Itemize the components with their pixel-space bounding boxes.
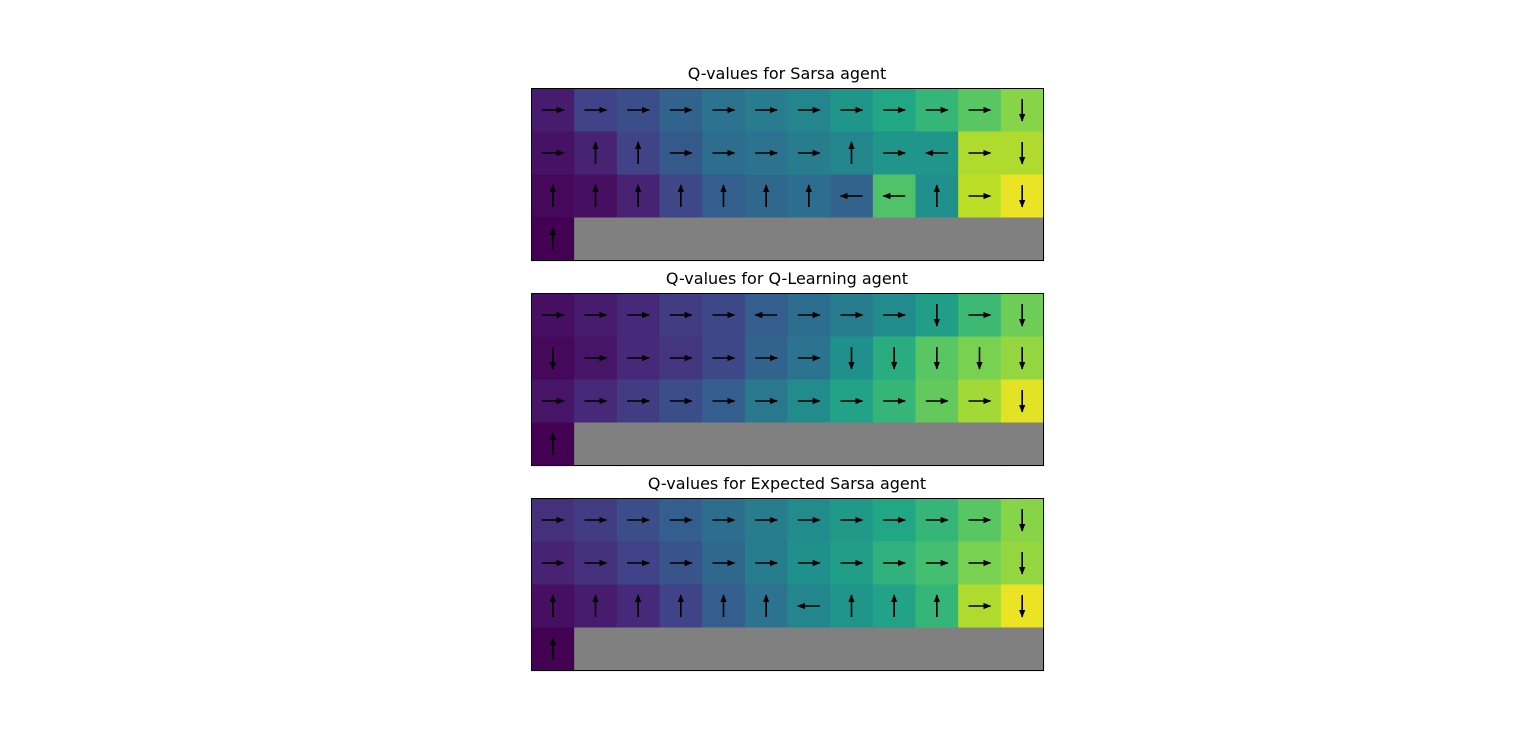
cliff-cell	[659, 217, 703, 262]
cliff-cell	[958, 422, 1002, 467]
cliff-cell	[830, 627, 874, 672]
expected-sarsa-panel: Q-values for Expected Sarsa agent	[531, 474, 1045, 674]
q-learning-panel: Q-values for Q-Learning agent	[531, 269, 1045, 469]
cliff-cell	[787, 422, 831, 467]
q-learning-heatmap	[531, 293, 1045, 467]
cliff-cell	[702, 627, 746, 672]
cliff-cell	[744, 217, 789, 262]
cliff-cell	[702, 217, 746, 262]
cliff-cell	[787, 627, 831, 672]
cliff-cell	[915, 627, 959, 672]
cliff-cell	[1000, 217, 1045, 262]
cliff-cell	[744, 422, 789, 467]
cliff-cell	[915, 422, 959, 467]
cliff-cell	[872, 217, 917, 262]
cliff-cell	[659, 422, 703, 467]
cliff-cell	[958, 627, 1002, 672]
cliff-cell	[958, 217, 1002, 262]
cliff-cell	[616, 627, 661, 672]
cliff-cell	[659, 627, 703, 672]
cliff-cell	[830, 217, 874, 262]
sarsa-heatmap	[531, 88, 1045, 262]
cliff-cell	[702, 422, 746, 467]
cliff-cell	[574, 627, 618, 672]
cliff-cell	[574, 422, 618, 467]
cliff-cell	[744, 627, 789, 672]
cliff-cell	[787, 217, 831, 262]
cliff-cell	[574, 217, 618, 262]
plot-frame	[531, 498, 1044, 671]
cliff-cell	[1000, 627, 1045, 672]
cliff-cell	[872, 627, 917, 672]
cliff-cell	[915, 217, 959, 262]
chart-title: Q-values for Expected Sarsa agent	[647, 474, 927, 493]
cliff-cell	[872, 422, 917, 467]
cliff-cell	[1000, 422, 1045, 467]
expected-sarsa-heatmap	[531, 498, 1045, 672]
cliff-cell	[830, 422, 874, 467]
plot-frame	[531, 88, 1044, 261]
chart-title: Q-values for Q-Learning agent	[665, 269, 909, 288]
cliff-cell	[616, 217, 661, 262]
chart-title: Q-values for Sarsa agent	[687, 64, 887, 83]
cliff-cell	[616, 422, 661, 467]
plot-frame	[531, 293, 1044, 466]
sarsa-panel: Q-values for Sarsa agent	[531, 64, 1045, 264]
